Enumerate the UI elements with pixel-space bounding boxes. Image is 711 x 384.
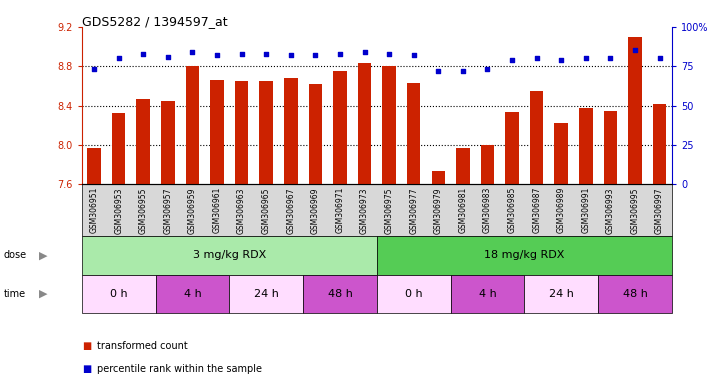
Point xyxy=(137,51,149,57)
Bar xyxy=(161,101,175,184)
Bar xyxy=(383,66,396,184)
Text: 4 h: 4 h xyxy=(183,289,201,299)
Bar xyxy=(358,63,371,184)
Text: 24 h: 24 h xyxy=(549,289,574,299)
Bar xyxy=(456,148,470,184)
Bar xyxy=(186,66,199,184)
Bar xyxy=(653,104,666,184)
Point xyxy=(162,54,173,60)
Point xyxy=(236,51,247,57)
Text: ■: ■ xyxy=(82,364,91,374)
Text: ■: ■ xyxy=(82,341,91,351)
Bar xyxy=(87,148,101,184)
Bar xyxy=(210,80,224,184)
Point xyxy=(531,55,542,61)
Text: 0 h: 0 h xyxy=(109,289,127,299)
Text: time: time xyxy=(4,289,26,299)
Point xyxy=(310,52,321,58)
Point xyxy=(654,55,665,61)
Point xyxy=(629,47,641,53)
Text: ▶: ▶ xyxy=(39,289,48,299)
Text: 0 h: 0 h xyxy=(405,289,422,299)
Point xyxy=(482,66,493,73)
Bar xyxy=(260,81,273,184)
Point xyxy=(605,55,616,61)
Point xyxy=(260,51,272,57)
Bar xyxy=(407,83,420,184)
Text: 24 h: 24 h xyxy=(254,289,279,299)
Bar xyxy=(112,113,125,184)
Point xyxy=(457,68,469,74)
Bar xyxy=(137,99,150,184)
Bar xyxy=(555,123,568,184)
Point xyxy=(211,52,223,58)
Text: GDS5282 / 1394597_at: GDS5282 / 1394597_at xyxy=(82,15,228,28)
Text: transformed count: transformed count xyxy=(97,341,188,351)
Bar xyxy=(309,84,322,184)
Text: ▶: ▶ xyxy=(39,250,48,260)
Bar xyxy=(333,71,347,184)
Bar xyxy=(284,78,297,184)
Bar xyxy=(579,108,592,184)
Text: 48 h: 48 h xyxy=(328,289,353,299)
Point xyxy=(187,49,198,55)
Point xyxy=(359,49,370,55)
Point xyxy=(580,55,592,61)
Point xyxy=(555,57,567,63)
Point xyxy=(334,51,346,57)
Point xyxy=(88,66,100,73)
Bar xyxy=(629,37,642,184)
Bar xyxy=(530,91,543,184)
Bar xyxy=(432,170,445,184)
Bar xyxy=(235,81,248,184)
Point xyxy=(113,55,124,61)
Point xyxy=(408,52,419,58)
Point xyxy=(285,52,296,58)
Point xyxy=(432,68,444,74)
Text: 18 mg/kg RDX: 18 mg/kg RDX xyxy=(484,250,565,260)
Point xyxy=(506,57,518,63)
Bar xyxy=(506,113,519,184)
Text: 48 h: 48 h xyxy=(623,289,648,299)
Text: dose: dose xyxy=(4,250,27,260)
Bar xyxy=(604,111,617,184)
Text: 4 h: 4 h xyxy=(479,289,496,299)
Point xyxy=(383,51,395,57)
Text: 3 mg/kg RDX: 3 mg/kg RDX xyxy=(193,250,266,260)
Text: percentile rank within the sample: percentile rank within the sample xyxy=(97,364,262,374)
Bar xyxy=(481,145,494,184)
